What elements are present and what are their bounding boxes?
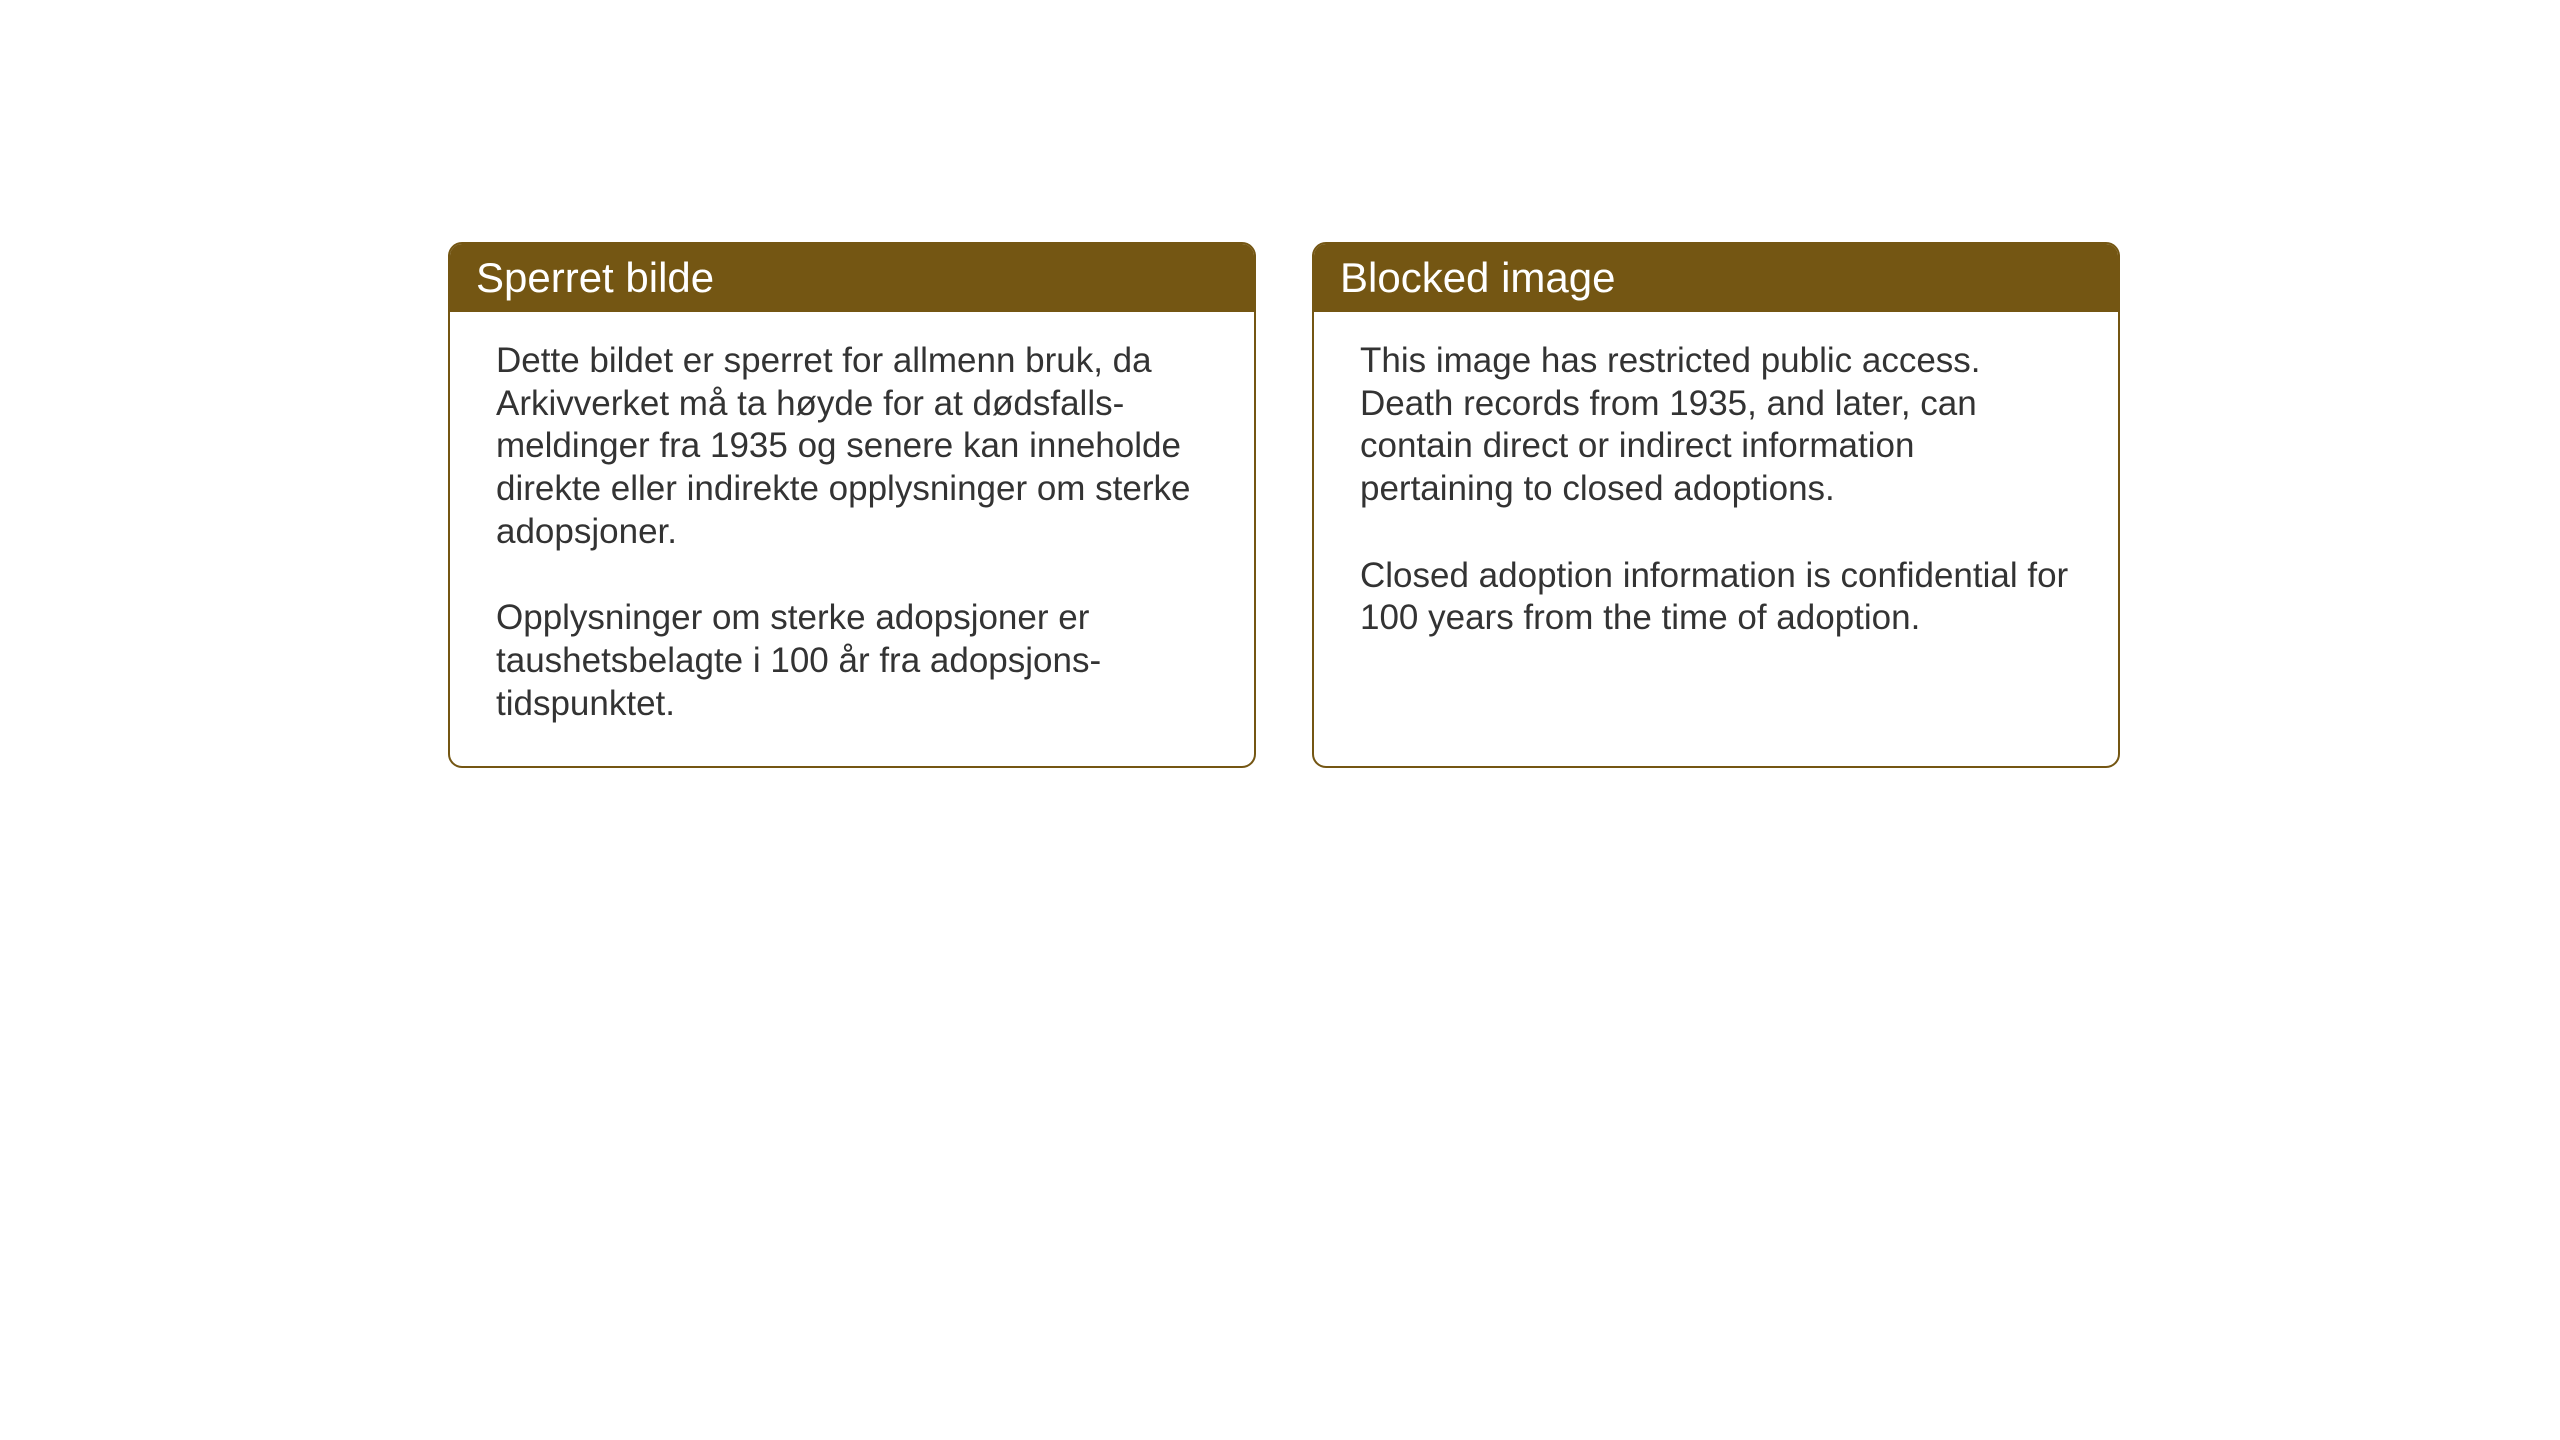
card-norwegian-paragraph-2: Opplysninger om sterke adopsjoner er tau… (496, 597, 1208, 725)
card-english-paragraph-2: Closed adoption information is confident… (1360, 555, 2072, 640)
card-english-header: Blocked image (1314, 244, 2118, 312)
card-english-title: Blocked image (1340, 254, 1615, 301)
cards-container: Sperret bilde Dette bildet er sperret fo… (448, 242, 2120, 768)
card-norwegian-title: Sperret bilde (476, 254, 714, 301)
card-norwegian: Sperret bilde Dette bildet er sperret fo… (448, 242, 1256, 768)
card-english-paragraph-1: This image has restricted public access.… (1360, 340, 2072, 511)
card-english-body: This image has restricted public access.… (1314, 312, 2118, 752)
card-english: Blocked image This image has restricted … (1312, 242, 2120, 768)
card-norwegian-header: Sperret bilde (450, 244, 1254, 312)
card-norwegian-paragraph-1: Dette bildet er sperret for allmenn bruk… (496, 340, 1208, 553)
card-norwegian-body: Dette bildet er sperret for allmenn bruk… (450, 312, 1254, 766)
